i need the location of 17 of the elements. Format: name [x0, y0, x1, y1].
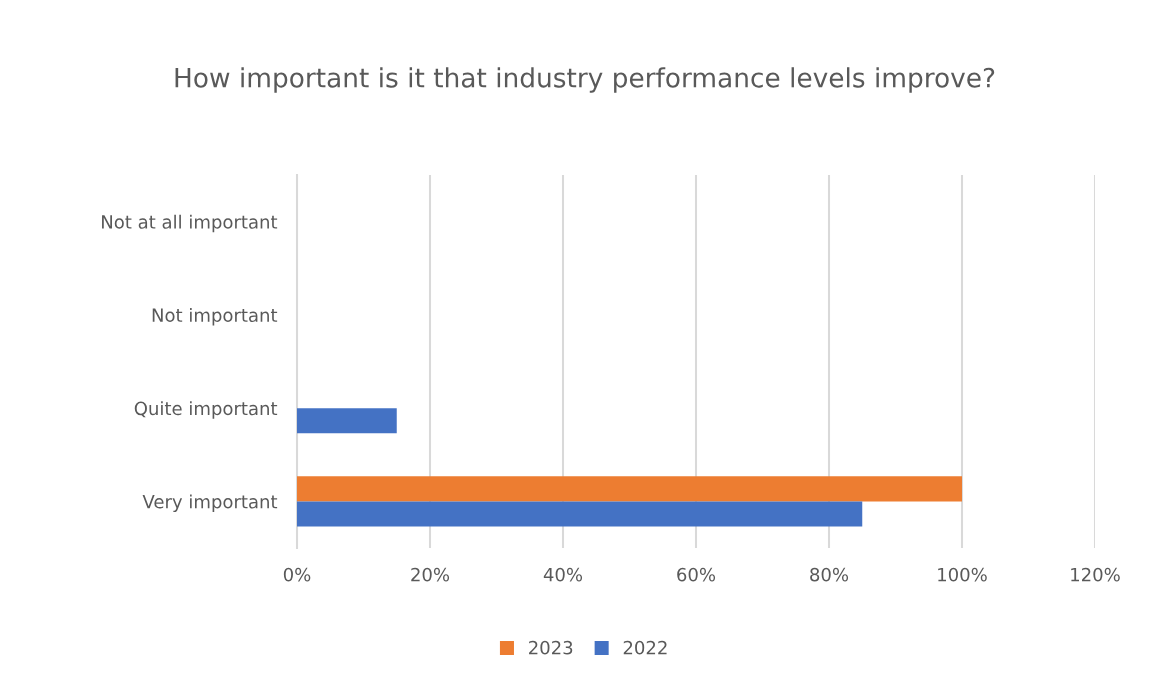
y-tick-label: Quite important — [134, 401, 278, 419]
bar — [297, 408, 397, 434]
x-tick-label: 40% — [543, 567, 583, 582]
y-tick-label: Not at all important — [102, 214, 278, 233]
legend-label: 2022 — [623, 640, 667, 655]
y-tick-label: Not important — [152, 308, 278, 326]
x-tick-label: 80% — [810, 567, 849, 582]
x-tick-label: 100% — [938, 567, 987, 582]
y-tick-label: Very important — [142, 494, 278, 512]
bar — [297, 476, 962, 502]
x-tick-label: 120% — [1071, 567, 1120, 582]
x-tick-label: 0% — [283, 567, 311, 582]
legend-label: 2023 — [529, 640, 573, 655]
x-tick-label: 60% — [677, 567, 716, 582]
chart-title: How important is it that industry performance levels improve? — [175, 67, 995, 93]
x-tick-label: 20% — [411, 567, 450, 582]
bar — [297, 501, 863, 527]
